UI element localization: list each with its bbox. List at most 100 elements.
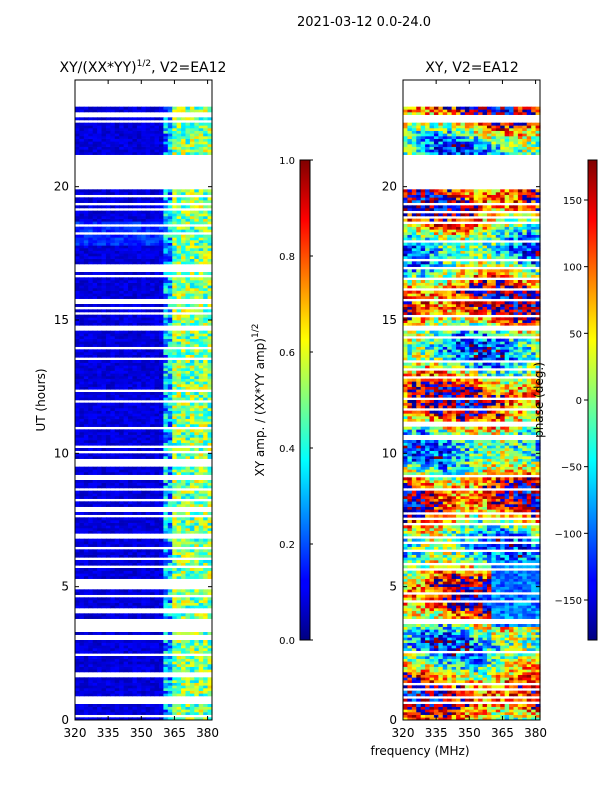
heat-cell	[176, 520, 182, 523]
heat-cell	[79, 317, 85, 321]
heat-cell	[79, 376, 85, 379]
heat-cell	[145, 496, 151, 499]
heat-cell	[158, 613, 164, 617]
heat-cell	[97, 453, 103, 457]
heat-cell	[167, 677, 173, 681]
heat-cell	[141, 152, 147, 155]
heat-cell	[176, 216, 182, 219]
heat-cell	[132, 362, 138, 366]
heat-cell	[198, 424, 204, 427]
heat-cell	[101, 293, 107, 297]
heat-cell	[154, 333, 160, 337]
heat-cell	[158, 336, 164, 339]
heat-cell	[154, 592, 160, 595]
heat-cell	[158, 272, 164, 275]
heat-cell	[181, 640, 187, 643]
heat-cell	[185, 501, 191, 505]
heat-cell	[150, 205, 156, 209]
heat-cell	[145, 469, 151, 473]
heat-cell	[181, 552, 187, 555]
heat-cell	[181, 106, 187, 110]
heat-cell	[172, 245, 178, 249]
heat-cell	[132, 205, 138, 209]
heat-cell	[136, 341, 142, 345]
heat-cell	[189, 248, 195, 251]
heat-cell	[167, 200, 173, 203]
heat-cell	[110, 226, 116, 230]
heat-cell	[114, 690, 120, 694]
heat-cell	[154, 469, 160, 473]
heat-cell	[163, 682, 169, 686]
heat-cell	[456, 717, 462, 721]
heat-cell	[79, 152, 85, 155]
heat-cell	[75, 616, 81, 619]
heat-cell	[167, 210, 173, 214]
heat-cell	[203, 248, 209, 251]
heat-cell	[114, 568, 120, 571]
heat-cell	[88, 517, 94, 521]
heat-cell	[181, 416, 187, 419]
heat-cell	[128, 290, 134, 294]
heat-cell	[110, 642, 116, 646]
heat-cell	[110, 472, 116, 475]
heat-cell	[83, 562, 89, 566]
heat-cell	[101, 197, 107, 201]
heat-cell	[194, 221, 200, 225]
heat-cell	[189, 616, 195, 619]
heat-cell	[198, 442, 204, 446]
heat-cell	[97, 522, 103, 526]
heat-cell	[207, 309, 213, 313]
heat-cell	[119, 576, 125, 579]
heat-cell	[128, 234, 134, 238]
heat-cell	[167, 568, 173, 571]
heat-cell	[145, 106, 151, 110]
heat-cell	[79, 552, 85, 555]
heat-cell	[75, 677, 81, 681]
heat-cell	[176, 560, 182, 563]
heat-cell	[114, 237, 120, 241]
heat-cell	[79, 282, 85, 286]
amp-x-ticks: 320 335 350 365 380	[64, 80, 219, 740]
heat-cell	[167, 250, 173, 254]
heat-cell	[154, 245, 160, 249]
heat-cell	[504, 714, 510, 718]
heat-cell	[172, 530, 178, 534]
heat-cell	[132, 280, 138, 283]
heat-cell	[75, 682, 81, 686]
heat-cell	[451, 714, 457, 718]
heat-cell	[163, 200, 169, 203]
heat-cell	[114, 613, 120, 617]
heat-cell	[97, 632, 103, 635]
heat-cell	[185, 562, 191, 566]
heat-cell	[136, 394, 142, 398]
heat-cell	[207, 352, 213, 355]
heat-cell	[158, 418, 164, 422]
heat-cell	[154, 650, 160, 654]
heat-cell	[433, 709, 439, 713]
heat-cell	[83, 602, 89, 606]
heat-cell	[141, 632, 147, 635]
heat-cell	[145, 330, 151, 334]
heat-cell	[207, 541, 213, 545]
heat-cell	[123, 717, 129, 721]
heat-cell	[150, 658, 156, 662]
heat-cell	[97, 341, 103, 345]
heat-cell	[83, 632, 89, 635]
heat-cell	[460, 712, 466, 715]
heat-cell	[119, 133, 125, 137]
heat-cell	[136, 706, 142, 710]
heat-cell	[176, 240, 182, 243]
heat-cell	[136, 258, 142, 262]
heat-cell	[105, 330, 111, 334]
heat-cell	[119, 237, 125, 241]
heat-cell	[185, 496, 191, 499]
heat-cell	[128, 560, 134, 563]
heat-cell	[181, 386, 187, 390]
heat-cell	[114, 576, 120, 579]
heat-cell	[141, 408, 147, 411]
heat-cell	[123, 680, 129, 683]
heat-cell	[163, 229, 169, 233]
heat-cell	[158, 365, 164, 369]
heat-cell	[119, 437, 125, 441]
heat-cell	[79, 370, 85, 374]
